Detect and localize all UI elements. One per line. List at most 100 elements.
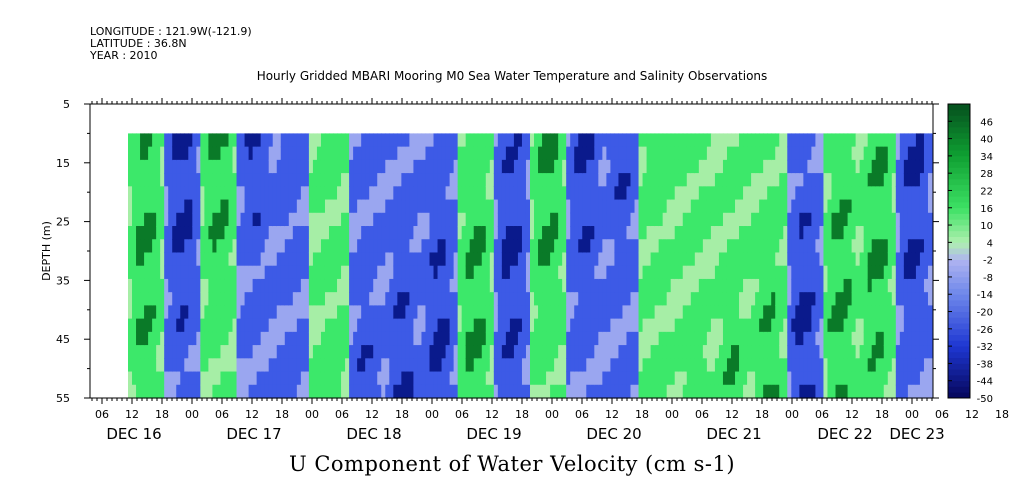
heatmap-cell [855, 345, 861, 359]
heatmap-cell [759, 146, 764, 161]
heatmap-cell [771, 265, 776, 280]
heatmap-cell [791, 331, 796, 346]
heatmap-cell [200, 371, 205, 386]
heatmap-cell [361, 133, 366, 148]
heatmap-cell [871, 278, 877, 293]
heatmap-cell [284, 159, 290, 174]
heatmap-cell [911, 199, 917, 214]
heatmap-cell [574, 133, 579, 148]
heatmap-cell [698, 252, 704, 267]
heatmap-cell [847, 186, 853, 201]
heatmap-cell [811, 384, 817, 399]
heatmap-cell [903, 371, 909, 386]
heatmap-cell [188, 305, 193, 320]
heatmap-cell [361, 292, 366, 306]
heatmap-cell [280, 345, 286, 359]
heatmap-cell [208, 265, 214, 280]
heatmap-cell [811, 292, 817, 306]
heatmap-cell [654, 199, 660, 214]
heatmap-cell [610, 305, 616, 320]
heatmap-cell [787, 292, 792, 306]
heatmap-cell [899, 146, 905, 161]
heatmap-cell [405, 212, 410, 227]
heatmap-cell [847, 199, 853, 214]
x-tick-label: 12 [845, 408, 859, 421]
heatmap-cell [505, 331, 511, 346]
heatmap-cell [148, 252, 153, 267]
heatmap-cell [578, 252, 583, 267]
heatmap-cell [827, 252, 833, 267]
heatmap-cell [574, 159, 579, 174]
heatmap-cell [453, 345, 459, 359]
heatmap-cell [791, 371, 796, 386]
heatmap-cell [855, 384, 861, 399]
heatmap-cell [811, 199, 817, 214]
heatmap-cell [718, 252, 724, 267]
heatmap-cell [803, 239, 808, 254]
heatmap-cell [316, 292, 322, 306]
heatmap-cell [377, 239, 382, 254]
heatmap-cell [578, 133, 583, 148]
heatmap-cell [433, 212, 439, 227]
heatmap-cell [851, 371, 857, 386]
heatmap-cell [698, 292, 704, 306]
heatmap-cell [256, 278, 262, 293]
heatmap-cell [292, 226, 298, 240]
heatmap-cell [333, 159, 338, 174]
heatmap-cell [136, 292, 141, 306]
heatmap-cell [437, 186, 443, 201]
heatmap-cell [349, 159, 354, 174]
heatmap-cell [517, 305, 523, 320]
heatmap-cell [594, 186, 599, 201]
heatmap-cell [401, 292, 406, 306]
heatmap-cell [795, 186, 800, 201]
heatmap-cell [525, 146, 531, 161]
heatmap-cell [831, 199, 837, 214]
heatmap-cell [919, 331, 925, 346]
heatmap-cell [927, 159, 933, 174]
heatmap-cell [180, 358, 185, 373]
heatmap-cell [570, 159, 575, 174]
heatmap-cell [517, 133, 523, 148]
heatmap-cell [276, 146, 282, 161]
heatmap-cell [899, 331, 905, 346]
heatmap-cell [377, 278, 382, 293]
heatmap-cell [919, 371, 925, 386]
heatmap-cell [542, 239, 547, 254]
heatmap-cell [534, 173, 539, 187]
heatmap-cell [686, 159, 692, 174]
heatmap-cell [196, 159, 201, 174]
heatmap-cell [264, 159, 270, 174]
heatmap-cell [546, 371, 551, 386]
heatmap-cell [747, 252, 752, 267]
heatmap-cell [915, 146, 921, 161]
heatmap-cell [887, 371, 893, 386]
heatmap-cell [795, 173, 800, 187]
heatmap-cell [735, 226, 740, 240]
heatmap-cell [751, 384, 756, 399]
heatmap-cell [839, 345, 845, 359]
heatmap-cell [690, 133, 696, 148]
heatmap-cell [550, 212, 555, 227]
heatmap-cell [602, 173, 607, 187]
heatmap-cell [658, 371, 664, 386]
heatmap-cell [851, 384, 857, 399]
heatmap-cell [361, 199, 366, 214]
heatmap-cell [791, 186, 796, 201]
heatmap-cell [397, 371, 402, 386]
heatmap-cell [505, 384, 511, 399]
heatmap-cell [421, 345, 427, 359]
heatmap-cell [783, 371, 788, 386]
heatmap-cell [923, 331, 929, 346]
heatmap-cell [280, 186, 286, 201]
heatmap-cell [280, 384, 286, 399]
heatmap-cell [682, 318, 688, 333]
heatmap-cell [710, 384, 716, 399]
heatmap-cell [767, 358, 772, 373]
heatmap-cell [501, 133, 507, 148]
heatmap-cell [373, 345, 378, 359]
heatmap-cell [276, 384, 282, 399]
heatmap-cell [811, 173, 817, 187]
heatmap-cell [264, 331, 270, 346]
heatmap-cell [686, 305, 692, 320]
